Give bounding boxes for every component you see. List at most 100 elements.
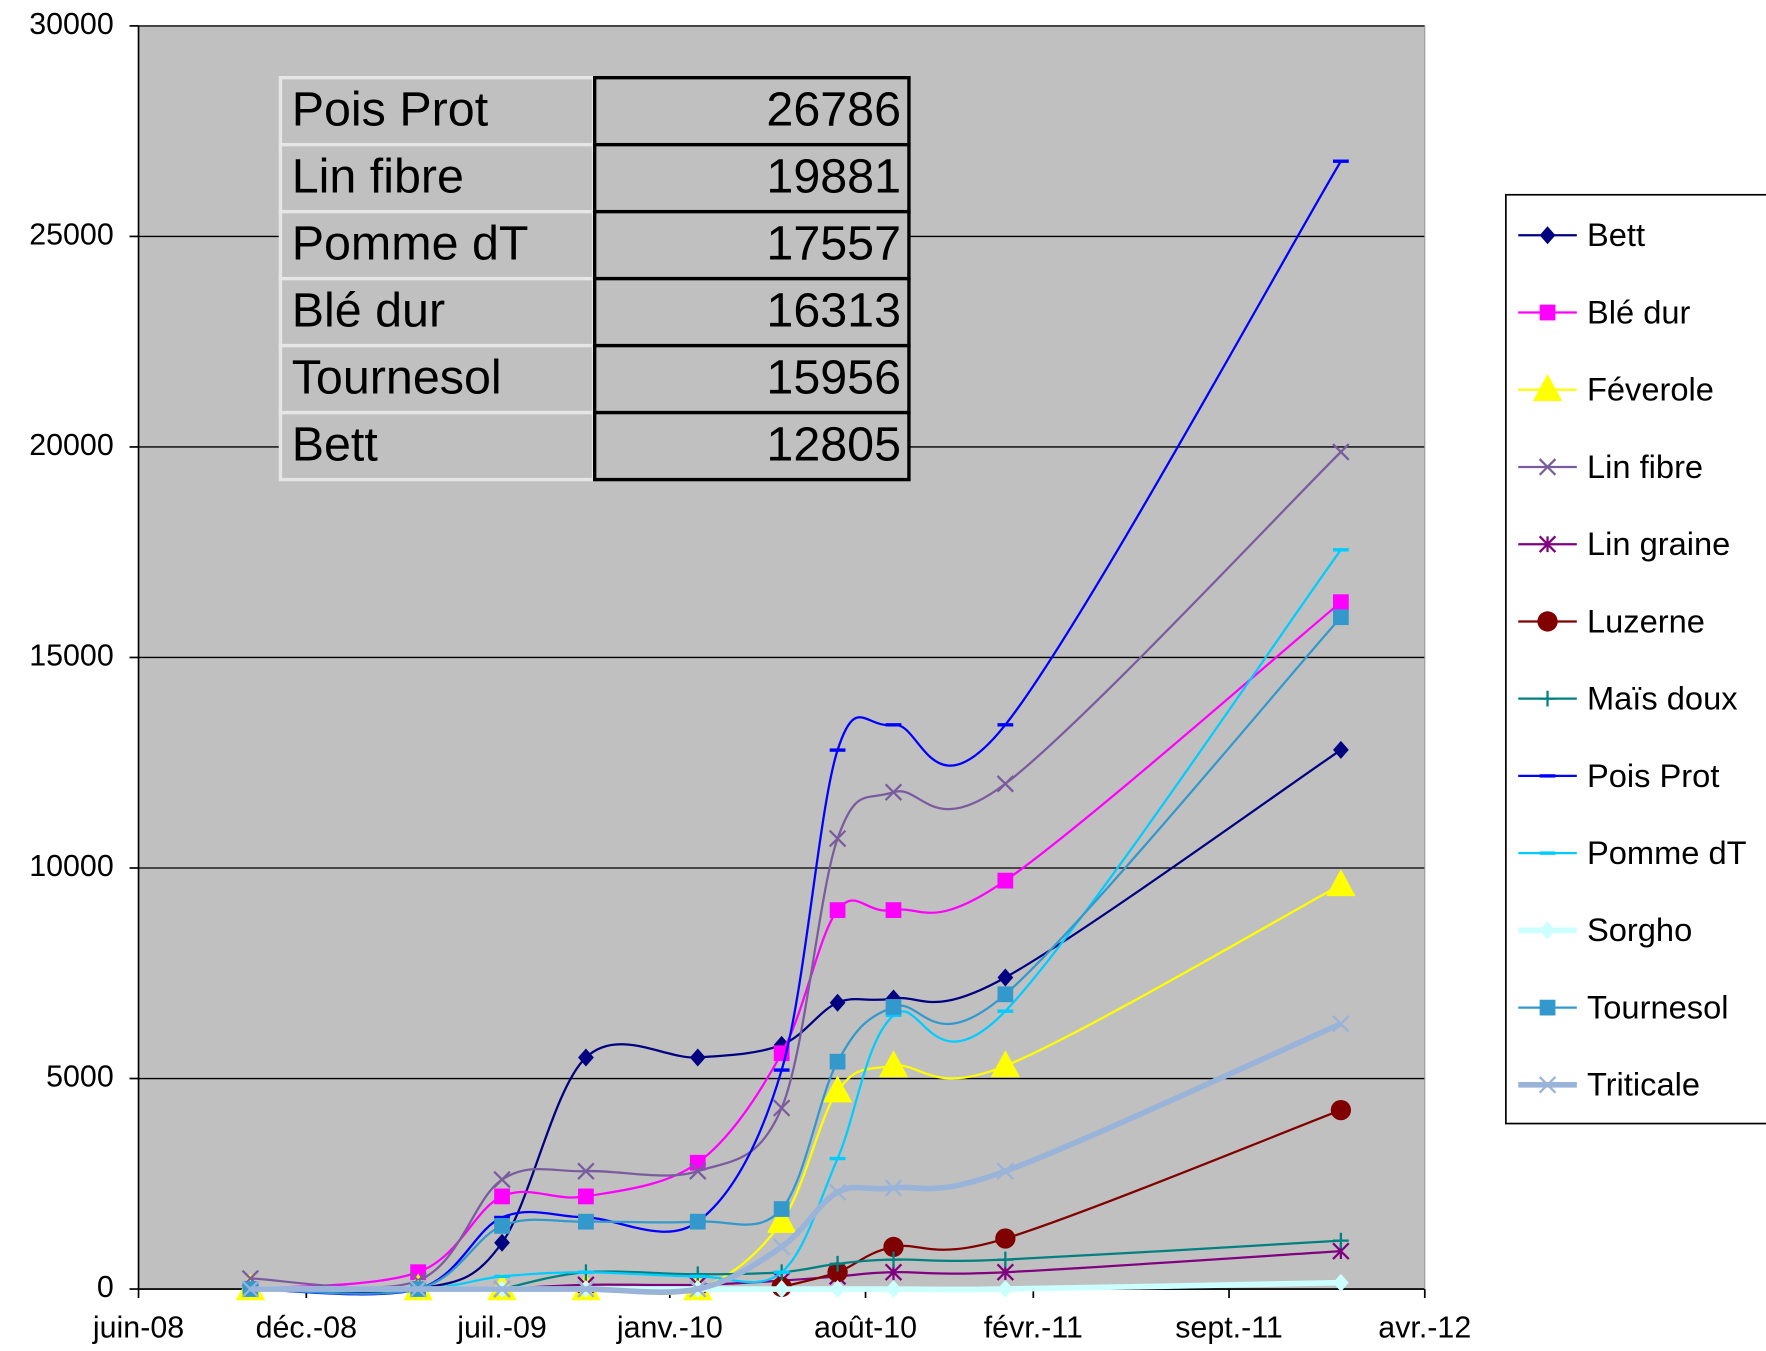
y-tick-label: 0 bbox=[97, 1270, 114, 1304]
series-line bbox=[250, 1021, 1343, 1295]
marker bbox=[1333, 1273, 1349, 1292]
marker bbox=[1326, 869, 1356, 897]
marker bbox=[884, 783, 903, 801]
marker bbox=[689, 1162, 707, 1180]
marker bbox=[828, 829, 847, 848]
legend-marker bbox=[1539, 690, 1556, 707]
marker bbox=[773, 1201, 790, 1217]
series-line bbox=[250, 549, 1342, 1292]
legend-label: Maïs doux bbox=[1587, 680, 1738, 717]
marker bbox=[494, 1218, 510, 1234]
legend bbox=[1505, 193, 1766, 1125]
marker bbox=[494, 1233, 510, 1252]
marker bbox=[990, 1050, 1020, 1078]
marker bbox=[241, 1280, 260, 1298]
marker bbox=[578, 1188, 594, 1205]
marker bbox=[883, 1236, 904, 1258]
marker bbox=[884, 1179, 903, 1197]
table-cell bbox=[592, 343, 911, 415]
legend-marker bbox=[1539, 226, 1556, 245]
marker bbox=[878, 1050, 909, 1078]
y-tick-label: 5000 bbox=[46, 1060, 114, 1094]
y-tick-label: 25000 bbox=[29, 217, 114, 251]
marker bbox=[1332, 443, 1350, 461]
table-value: 26786 bbox=[766, 82, 901, 136]
marker bbox=[494, 1188, 510, 1205]
table-name: Pomme dT bbox=[292, 216, 529, 270]
marker bbox=[885, 902, 902, 918]
table-cell bbox=[592, 75, 911, 147]
marker bbox=[1333, 609, 1349, 626]
legend-label: Lin graine bbox=[1587, 525, 1730, 562]
table-name: Lin fibre bbox=[292, 149, 464, 203]
x-tick-label: avr.-12 bbox=[1378, 1311, 1471, 1345]
series bbox=[771, 1099, 1352, 1298]
marker bbox=[829, 902, 846, 918]
marker bbox=[885, 1280, 902, 1299]
marker bbox=[996, 1162, 1015, 1180]
table-name: Tournesol bbox=[292, 350, 502, 404]
legend-marker bbox=[1532, 373, 1563, 402]
table-cell bbox=[278, 276, 596, 348]
marker bbox=[885, 1251, 902, 1268]
marker bbox=[767, 1205, 797, 1233]
marker bbox=[772, 1238, 791, 1256]
table-cell bbox=[592, 276, 911, 348]
marker bbox=[1332, 1232, 1349, 1249]
legend-marker bbox=[1539, 304, 1556, 321]
marker bbox=[997, 1251, 1014, 1268]
x-tick-label: déc.-08 bbox=[256, 1311, 357, 1345]
x-tick-label: sept.-11 bbox=[1175, 1311, 1283, 1345]
x-tick-label: juil.-09 bbox=[456, 1311, 547, 1345]
x-tick-label: janv.-10 bbox=[616, 1311, 723, 1345]
marker bbox=[1332, 1015, 1350, 1033]
x-tick-label: juin-08 bbox=[92, 1311, 184, 1345]
legend-marker bbox=[1539, 999, 1556, 1016]
y-tick-label: 30000 bbox=[29, 7, 114, 41]
marker bbox=[689, 1280, 707, 1298]
marker bbox=[689, 1213, 706, 1230]
legend-label: Sorgho bbox=[1587, 911, 1692, 948]
legend-label: Féverole bbox=[1587, 371, 1714, 408]
marker bbox=[995, 1228, 1016, 1249]
marker bbox=[493, 1170, 511, 1189]
table-cell bbox=[592, 410, 911, 482]
y-tick-label: 20000 bbox=[29, 428, 114, 462]
legend-label: Bett bbox=[1587, 216, 1645, 253]
series-line bbox=[250, 748, 1342, 1294]
marker bbox=[885, 999, 902, 1015]
table-value: 16313 bbox=[766, 283, 901, 337]
legend-label: Pois Prot bbox=[1587, 757, 1719, 794]
table-value: 12805 bbox=[766, 417, 901, 471]
series bbox=[241, 443, 1350, 1290]
marker bbox=[689, 1266, 706, 1283]
table-cell bbox=[592, 142, 911, 214]
marker bbox=[997, 872, 1014, 889]
legend-label: Blé dur bbox=[1587, 293, 1691, 330]
marker bbox=[772, 1099, 791, 1117]
x-tick-label: août-10 bbox=[814, 1311, 917, 1345]
legend-label: Pomme dT bbox=[1587, 834, 1747, 871]
marker bbox=[577, 1162, 595, 1180]
legend-marker bbox=[1538, 458, 1557, 476]
marker bbox=[578, 1213, 594, 1230]
marker bbox=[829, 1280, 846, 1299]
y-tick-label: 15000 bbox=[29, 639, 114, 673]
table-cell bbox=[278, 209, 596, 281]
marker bbox=[822, 1075, 853, 1103]
table-value: 19881 bbox=[766, 149, 901, 203]
marker bbox=[1330, 1099, 1352, 1121]
table-value: 17557 bbox=[766, 216, 901, 270]
marker bbox=[829, 993, 846, 1012]
marker bbox=[1333, 594, 1349, 611]
marker bbox=[409, 1280, 427, 1298]
marker bbox=[493, 1280, 511, 1298]
table-name: Bett bbox=[292, 417, 379, 471]
legend-marker bbox=[1538, 535, 1557, 553]
table-name: Blé dur bbox=[292, 283, 445, 337]
table-name: Pois Prot bbox=[292, 82, 489, 136]
marker bbox=[689, 1154, 706, 1171]
legend-label: Luzerne bbox=[1587, 602, 1705, 639]
marker bbox=[577, 1280, 595, 1298]
